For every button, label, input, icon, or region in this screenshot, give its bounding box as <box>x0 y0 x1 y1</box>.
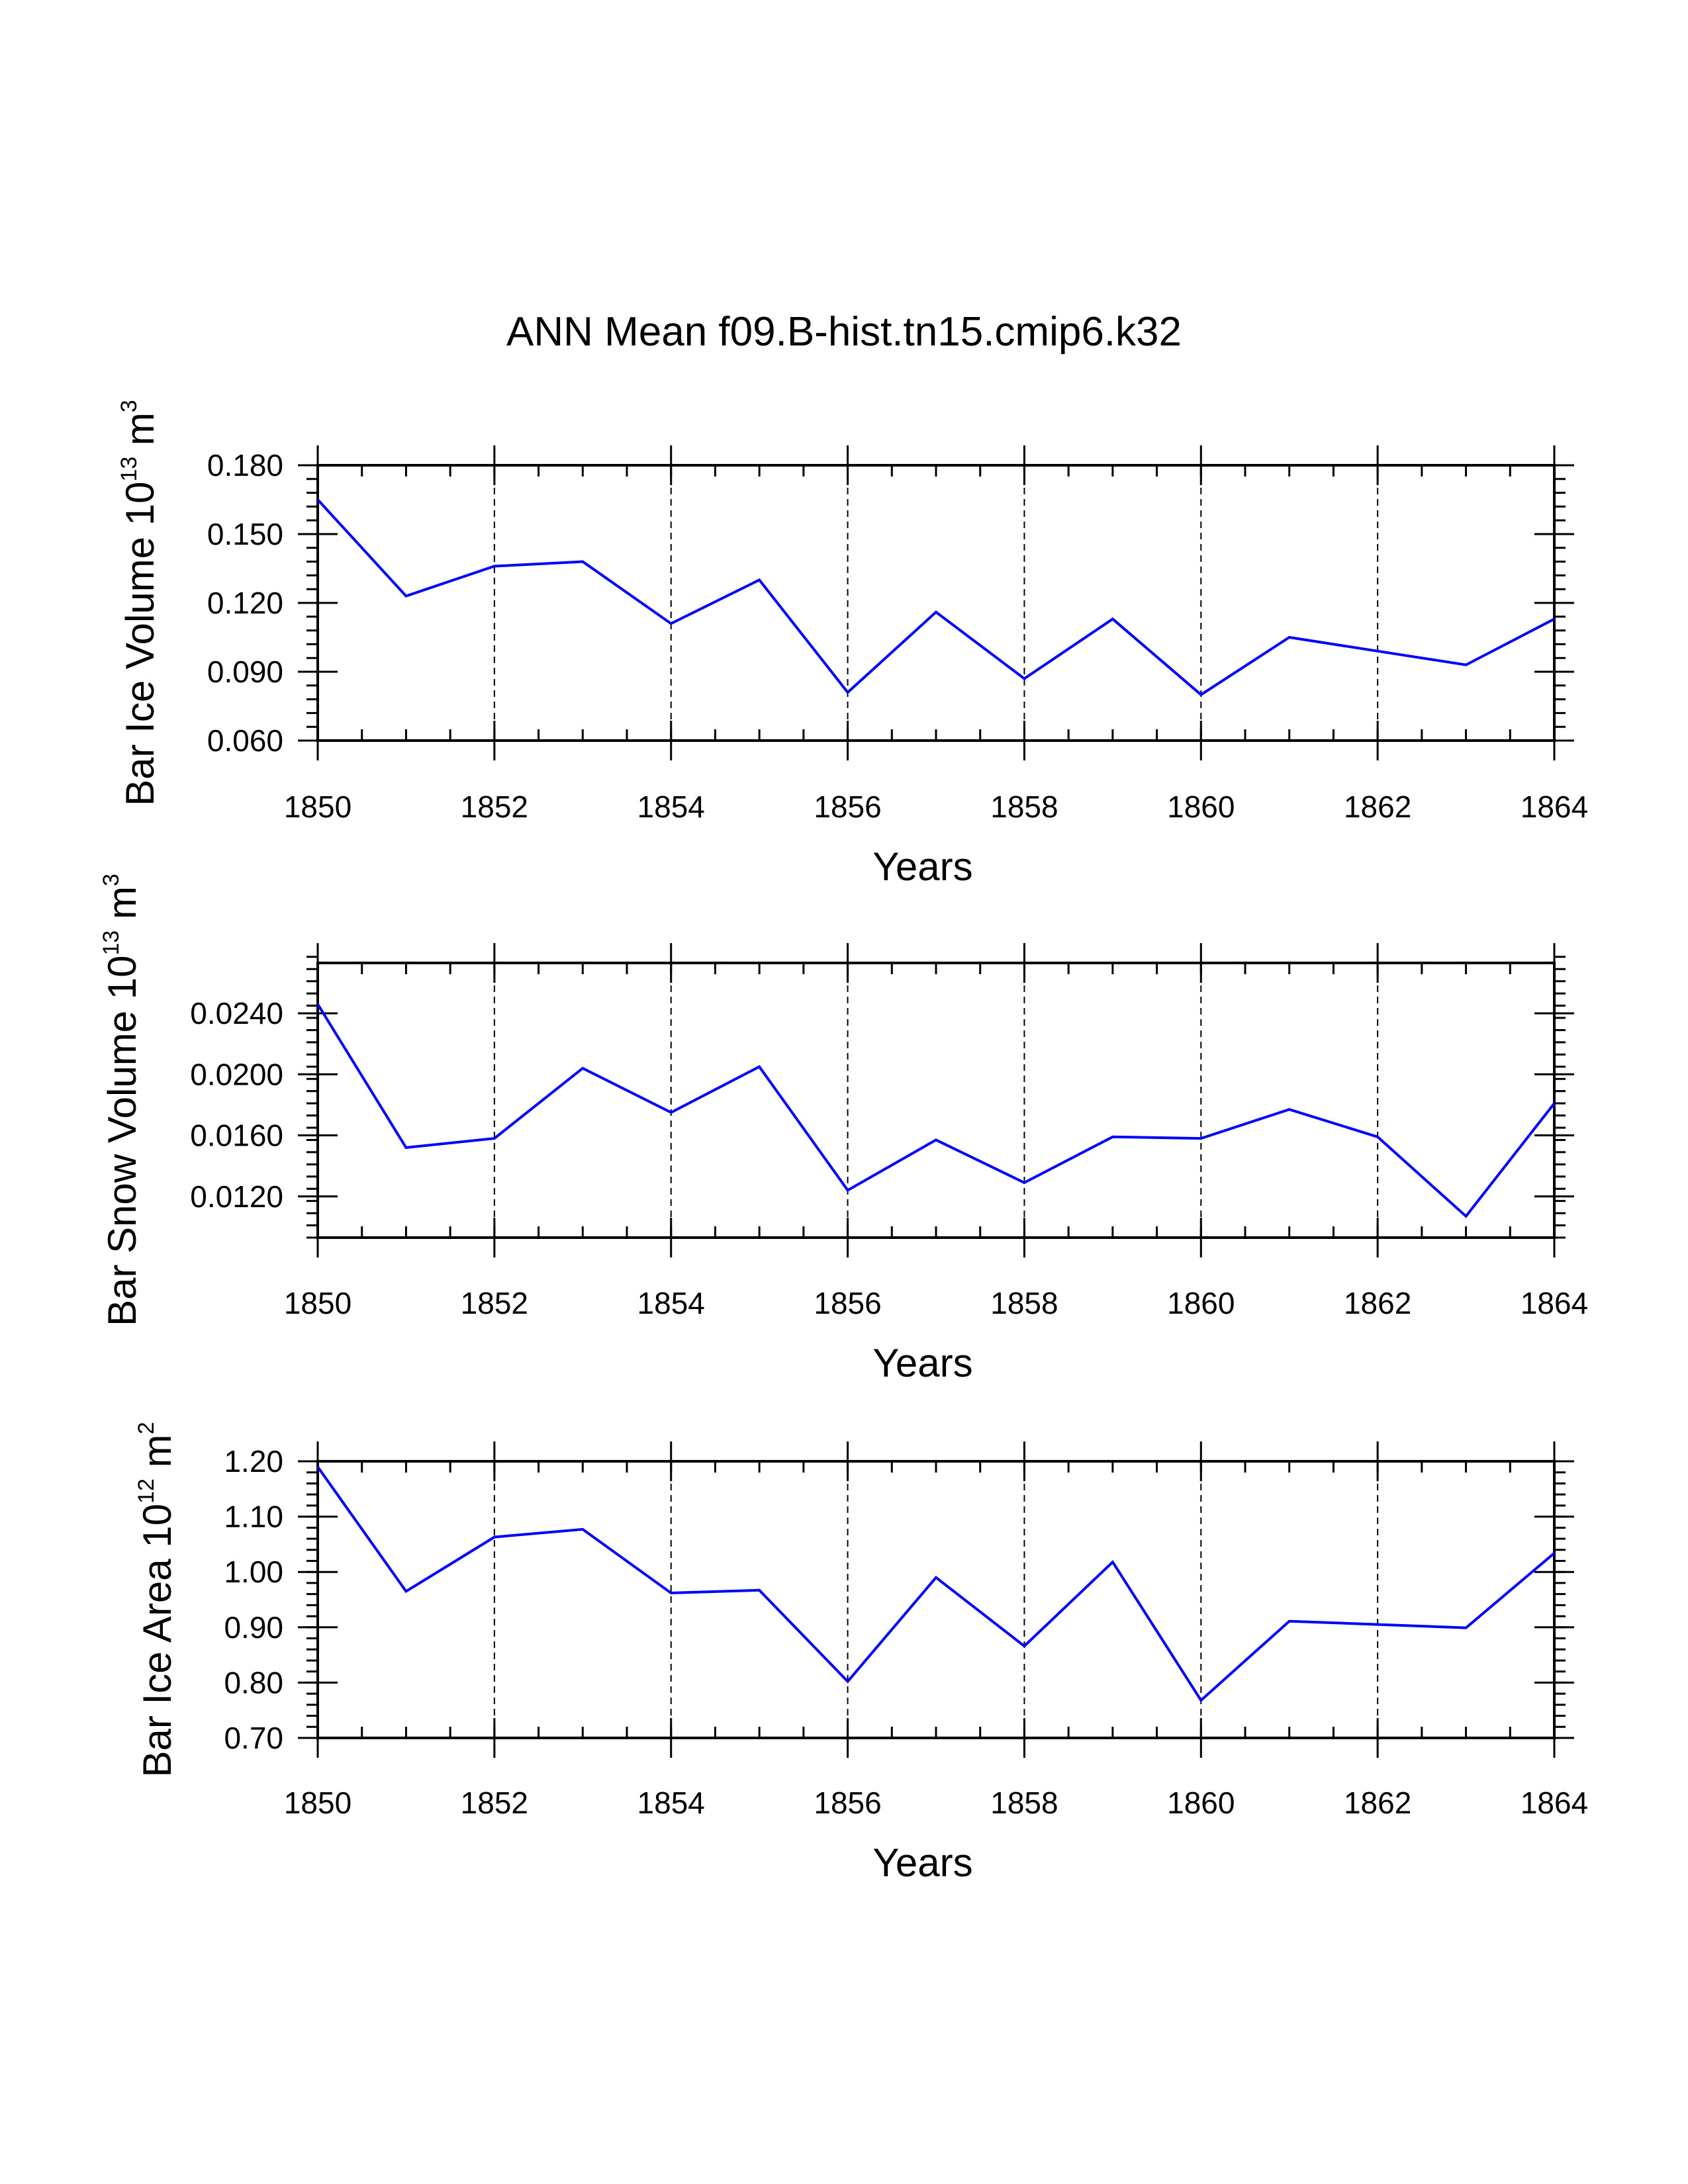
chart-panels: 1850 1852 1854 1856 1858 1860 1862 1864 0.060 0.0… <box>99 400 1588 1885</box>
y-axis-title-exponent: 13 <box>117 457 142 482</box>
x-tick-label: 1850 <box>284 790 352 824</box>
x-tick-label: 1856 <box>814 790 881 824</box>
x-tick-label: 1858 <box>990 1786 1058 1820</box>
y-tick-label: 0.150 <box>207 517 283 551</box>
x-tick-label: 1864 <box>1521 1286 1588 1320</box>
series-line <box>316 1466 1556 1703</box>
x-tick-label: 1852 <box>461 1286 528 1320</box>
x-tick-label: 1862 <box>1344 1286 1411 1320</box>
y-axis-title-unit-exponent: 3 <box>117 400 142 412</box>
series-line <box>316 1003 1556 1218</box>
x-tick-label: 1858 <box>990 1286 1058 1320</box>
series-line <box>316 498 1555 697</box>
y-tick-label: 1.20 <box>224 1444 283 1479</box>
x-tick-label: 1854 <box>637 1786 705 1820</box>
chart-panel-2: 1850 1852 1854 1856 1858 1860 1862 1864 0.0120 0.… <box>99 874 1588 1385</box>
y-axis-title-unit: m <box>135 1434 179 1479</box>
y-tick-label: 0.180 <box>207 448 283 482</box>
x-tick-label: 1850 <box>284 1786 352 1820</box>
x-tick-label: 1854 <box>637 790 705 824</box>
x-tick-label: 1864 <box>1521 1786 1588 1820</box>
y-axis-title-main: Bar Ice Area 10 <box>135 1504 179 1778</box>
y-axis-title-unit-exponent: 2 <box>134 1422 159 1435</box>
x-tick-label: 1856 <box>814 1786 881 1820</box>
x-axis-title: Years <box>872 1341 972 1385</box>
chart-panel-3: 1850 1852 1854 1856 1858 1860 1862 1864 0.70 0.80… <box>134 1422 1588 1886</box>
x-tick-label: 1864 <box>1521 790 1588 824</box>
x-tick-label: 1852 <box>461 790 528 824</box>
y-tick-label: 0.0120 <box>190 1179 283 1214</box>
x-tick-label: 1862 <box>1344 790 1411 824</box>
x-tick-label: 1852 <box>461 1786 528 1820</box>
y-axis-title-exponent: 12 <box>134 1479 159 1504</box>
y-tick-label: 0.70 <box>224 1721 283 1755</box>
x-tick-label: 1858 <box>990 790 1058 824</box>
chart-title: ANN Mean f09.B-hist.tn15.cmip6.k32 <box>506 309 1182 355</box>
x-tick-label: 1862 <box>1344 1786 1411 1820</box>
y-tick-label: 0.120 <box>207 586 283 620</box>
plot-frame <box>316 962 1556 1239</box>
y-axis-title: Bar Snow Volume 1013 m3 <box>99 874 144 1326</box>
y-tick-label: 1.10 <box>224 1500 283 1534</box>
x-tick-label: 1860 <box>1167 1786 1235 1820</box>
y-axis-title-exponent: 13 <box>99 931 124 956</box>
chart-panel-1: 1850 1852 1854 1856 1858 1860 1862 1864 0.060 0.0… <box>117 400 1588 889</box>
y-tick-label: 0.0160 <box>190 1118 283 1153</box>
y-axis-title: Bar Ice Volume 1013 m3 <box>117 400 162 806</box>
y-tick-label: 0.060 <box>207 723 283 758</box>
x-tick-label: 1850 <box>284 1286 352 1320</box>
y-axis-title-main: Bar Snow Volume 10 <box>100 956 144 1326</box>
y-tick-label: 0.0240 <box>190 996 283 1030</box>
x-tick-label: 1854 <box>637 1286 705 1320</box>
y-tick-label: 0.90 <box>224 1610 283 1645</box>
y-tick-label: 1.00 <box>224 1555 283 1589</box>
x-axis-title: Years <box>872 844 972 889</box>
x-tick-label: 1860 <box>1167 1286 1235 1320</box>
y-tick-label: 0.0200 <box>190 1057 283 1091</box>
y-axis-title: Bar Ice Area 1012 m2 <box>134 1422 179 1778</box>
y-axis-title-unit: m <box>100 886 144 931</box>
x-tick-label: 1860 <box>1167 790 1235 824</box>
y-tick-label: 0.090 <box>207 655 283 689</box>
x-axis-title: Years <box>872 1841 972 1885</box>
y-axis-title-unit: m <box>118 412 162 457</box>
y-axis-title-unit-exponent: 3 <box>99 874 124 886</box>
y-axis-title-main: Bar Ice Volume 10 <box>118 482 162 806</box>
plot-frame <box>316 1460 1556 1739</box>
x-tick-label: 1856 <box>814 1286 881 1320</box>
plot-frame <box>316 464 1556 742</box>
y-tick-label: 0.80 <box>224 1665 283 1700</box>
